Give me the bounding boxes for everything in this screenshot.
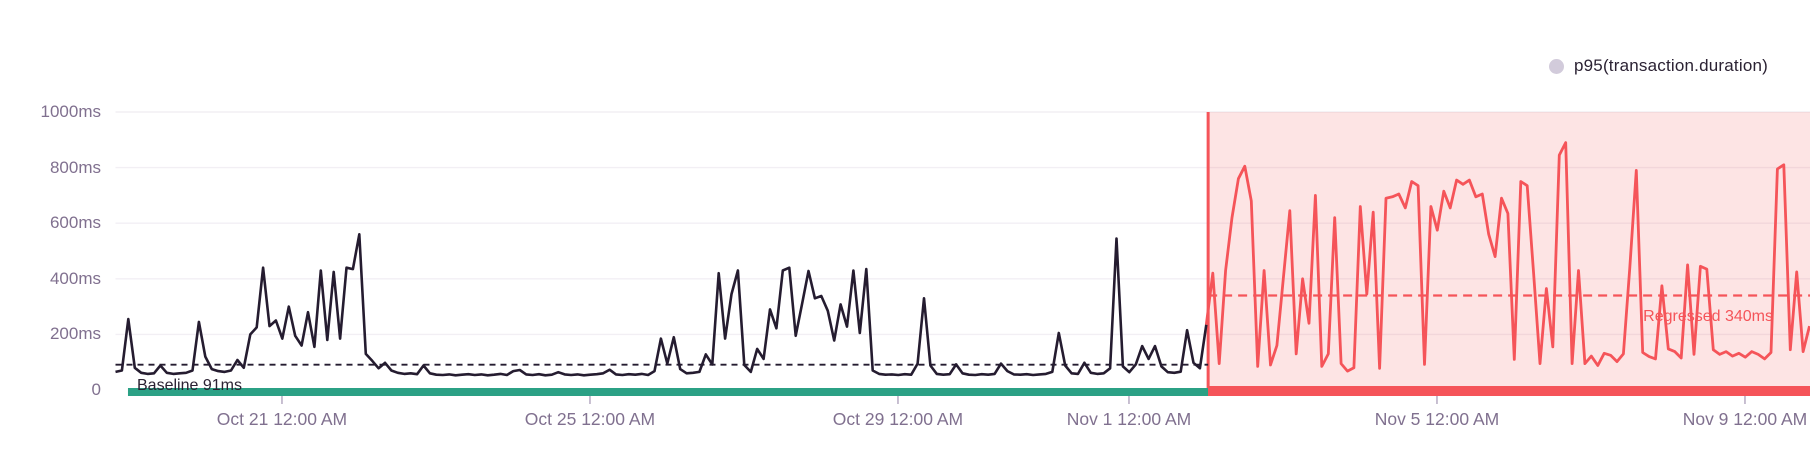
legend-item-p95[interactable]: p95(transaction.duration) [1548, 56, 1768, 76]
y-axis-label-0: 0 [91, 380, 101, 399]
baseline-bar [127, 388, 1209, 396]
series-line-baseline-period [115, 233, 1208, 377]
y-axis-label-200ms: 200ms [49, 324, 101, 344]
y-axis-label-800ms: 800ms [49, 157, 101, 177]
series-line-regressed-period [1204, 141, 1810, 373]
x-axis-label-nov5: Nov 5 12:00 AM [1374, 409, 1500, 429]
legend-series-dot-icon [1548, 58, 1564, 74]
x-axis-label-oct29: Oct 29 12:00 AM [832, 409, 964, 429]
x-axis-label-oct25: Oct 25 12:00 AM [524, 409, 656, 429]
baseline-annotation-label: Baseline 91ms [137, 377, 242, 394]
x-axis-label-oct21: Oct 21 12:00 AM [216, 409, 348, 429]
y-axis-label-600ms: 600ms [49, 213, 101, 233]
x-axis-label-nov1: Nov 1 12:00 AM [1066, 409, 1192, 429]
regression-bar [1208, 386, 1810, 396]
regression-annotation-label: Regressed 340ms [1643, 308, 1773, 325]
legend-series-label: p95(transaction.duration) [1573, 56, 1768, 75]
x-axis-label-nov9: Nov 9 12:00 AM [1682, 409, 1808, 429]
y-axis-label-1000ms: 1000ms [40, 102, 101, 121]
y-axis-label-400ms: 400ms [49, 268, 101, 288]
